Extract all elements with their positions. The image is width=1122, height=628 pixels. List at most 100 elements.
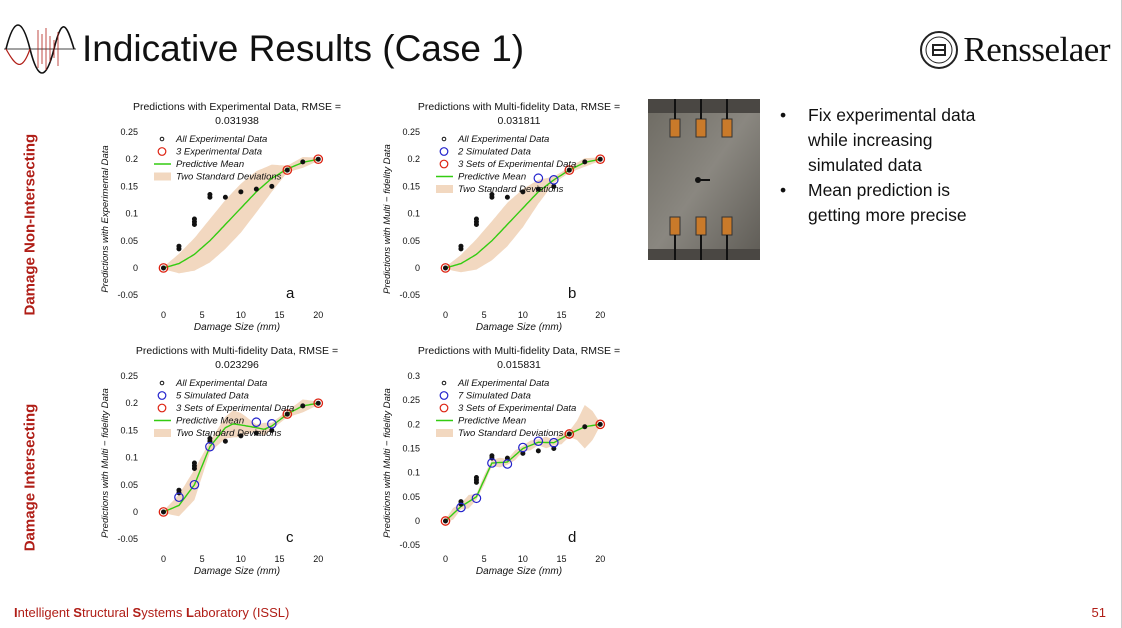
y-tick-label: -0.05	[399, 540, 420, 550]
footer-lab-name: Intelligent Structural Systems Laborator…	[14, 605, 290, 620]
simulated-data-point	[487, 458, 497, 468]
x-tick-label: 15	[275, 310, 285, 320]
all-experimental-data-point	[582, 424, 588, 430]
all-experimental-data-point	[504, 194, 510, 200]
x-tick-label: 10	[518, 310, 528, 320]
y-tick-label: 0.2	[407, 154, 420, 164]
x-tick-label: 15	[557, 554, 567, 564]
y-tick-label: 0.25	[402, 395, 420, 405]
y-axis-label: Predictions with Multi − fidelity Data	[382, 144, 393, 294]
legend-marker-band	[436, 185, 453, 193]
all-experimental-data-point	[520, 450, 526, 456]
all-experimental-data-point	[207, 192, 213, 198]
all-experimental-data-point	[300, 403, 306, 409]
all-experimental-data-point	[176, 487, 182, 493]
y-tick-label: 0	[133, 263, 138, 273]
simulated-data-point	[549, 437, 559, 448]
all-experimental-data-point	[566, 431, 572, 437]
simulated-data-point	[267, 419, 277, 429]
experimental-data-point	[313, 154, 324, 165]
all-experimental-data-point	[315, 156, 321, 162]
simulated-data-point	[205, 441, 215, 452]
x-tick-label: 10	[236, 310, 246, 320]
y-axis-label: Predictions with Multi − fidelity Data	[382, 388, 393, 538]
x-tick-label: 20	[595, 310, 605, 320]
simulated-data-point	[189, 479, 200, 490]
legend-marker-band	[154, 429, 171, 437]
x-tick-label: 10	[236, 554, 246, 564]
y-tick-label: 0.3	[407, 371, 420, 381]
all-experimental-data-point	[300, 159, 306, 165]
bullet-item: • Fix experimental data while increasing…	[780, 103, 1080, 178]
simulated-data-point	[502, 459, 513, 469]
chart-b: Predictions with Multi-fidelity Data, RM…	[382, 101, 620, 333]
all-experimental-data-point	[160, 265, 166, 271]
confidence-band	[445, 405, 601, 523]
legend-entry: Two Standard Deviations	[176, 172, 282, 183]
simulated-data-point	[251, 417, 262, 428]
bullet-dot-icon: •	[780, 180, 787, 200]
all-experimental-data-point	[473, 216, 479, 222]
legend-entry: All Experimental Data	[175, 134, 267, 145]
legend-marker-experimental	[157, 147, 167, 156]
y-tick-label: 0	[415, 263, 420, 273]
panel-letter: d	[568, 529, 576, 546]
chart-title: Predictions with Multi-fidelity Data, RM…	[418, 345, 620, 357]
bullet-dot-icon: •	[780, 105, 787, 125]
legend-entry: 5 Simulated Data	[176, 391, 249, 402]
legend-entry: All Experimental Data	[457, 378, 549, 389]
confidence-band	[445, 157, 601, 273]
row-label-intersecting: Damage Intersecting	[21, 403, 39, 552]
chart-title-rmse: 0.031811	[497, 115, 540, 127]
x-tick-label: 5	[482, 310, 487, 320]
y-tick-label: 0.05	[402, 236, 420, 246]
chart-title: Predictions with Multi-fidelity Data, RM…	[418, 101, 620, 113]
chart-a: Predictions with Experimental Data, RMSE…	[100, 101, 341, 333]
simulated-data-point	[533, 173, 544, 184]
experimental-data-point	[282, 409, 293, 419]
experimental-data-point	[564, 165, 575, 175]
legend-entry: 3 Experimental Data	[176, 147, 262, 158]
all-experimental-data-point	[284, 411, 290, 417]
all-experimental-data-point	[207, 436, 213, 442]
x-tick-label: 0	[443, 554, 448, 564]
all-experimental-data-point	[253, 430, 259, 436]
y-tick-label: 0.2	[125, 398, 138, 408]
simulated-data-point	[471, 493, 482, 504]
all-experimental-data-point	[535, 448, 541, 454]
y-tick-label: 0.1	[407, 468, 420, 478]
y-tick-label: 0.15	[402, 444, 420, 454]
y-tick-label: 0.1	[407, 209, 420, 219]
y-tick-label: 0.25	[120, 127, 138, 137]
experimental-data-point	[595, 154, 606, 165]
rensselaer-logo: Rensselaer	[919, 30, 1110, 70]
all-experimental-data-point	[458, 499, 464, 505]
all-experimental-data-point	[191, 460, 197, 466]
legend-marker-band	[436, 429, 453, 437]
slide-title: Indicative Results (Case 1)	[82, 28, 525, 69]
x-tick-label: 20	[313, 554, 323, 564]
legend-entry: 7 Simulated Data	[458, 391, 531, 402]
bullet-item: • Mean prediction is getting more precis…	[780, 178, 1080, 228]
rensselaer-wordmark: Rensselaer	[963, 30, 1110, 69]
all-experimental-data-point	[160, 509, 166, 515]
legend-entry: Predictive Mean	[458, 172, 526, 183]
y-tick-label: 0.1	[125, 209, 138, 219]
simulated-data-point	[456, 502, 466, 513]
all-experimental-data-point	[222, 194, 228, 200]
legend-marker-band	[154, 172, 171, 181]
x-axis-label: Damage Size (mm)	[476, 566, 562, 577]
rensselaer-seal-icon	[920, 31, 959, 69]
simulated-data-point	[549, 175, 559, 185]
legend-marker-all	[441, 380, 447, 386]
predictive-mean-line	[445, 423, 601, 522]
all-experimental-data-point	[551, 446, 557, 452]
all-experimental-data-point	[597, 156, 603, 162]
all-experimental-data-point	[191, 216, 197, 222]
legend-marker-simulated	[439, 147, 449, 156]
x-tick-label: 0	[161, 554, 166, 564]
x-axis-label: Damage Size (mm)	[476, 322, 562, 333]
experimental-data-point	[158, 507, 169, 517]
legend-entry: All Experimental Data	[457, 134, 549, 145]
row-label-non-intersecting: Damage Non-Intersecting	[21, 133, 39, 316]
